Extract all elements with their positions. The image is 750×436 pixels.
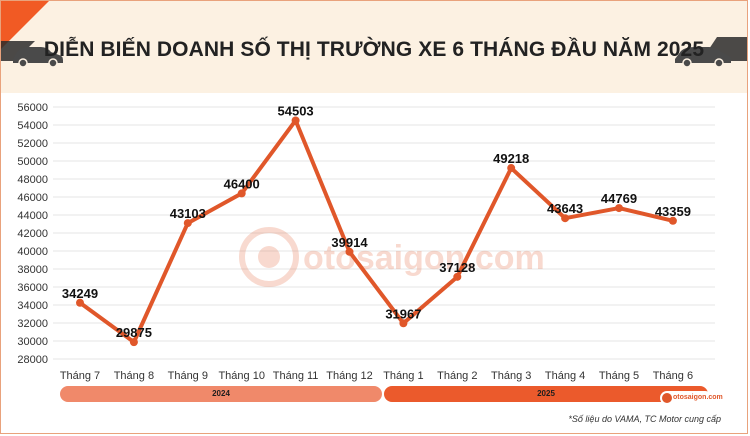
x-tick-label: Tháng 9	[168, 370, 208, 382]
y-tick-label: 50000	[17, 156, 48, 168]
x-tick-label: Tháng 3	[491, 370, 531, 382]
y-tick-label: 46000	[17, 192, 48, 204]
data-point	[183, 219, 192, 228]
data-label: 39914	[331, 235, 368, 250]
data-point	[615, 204, 623, 213]
data-point	[507, 164, 516, 173]
y-tick-label: 54000	[17, 120, 48, 132]
y-tick-label: 42000	[17, 228, 48, 240]
logo-text: otosaigon.com	[673, 394, 723, 401]
data-label: 44769	[601, 191, 637, 206]
data-point	[345, 247, 354, 256]
y-tick-label: 44000	[17, 210, 48, 222]
y-tick-label: 34000	[17, 300, 48, 312]
data-point	[561, 214, 570, 223]
data-point	[76, 298, 84, 307]
otosaigon-logo-icon: otosaigon.com	[660, 391, 723, 405]
y-tick-label: 38000	[17, 264, 48, 276]
x-tick-label: Tháng 12	[326, 370, 372, 382]
data-point	[129, 338, 138, 347]
grid-layer	[53, 106, 715, 360]
x-tick-label: Tháng 10	[218, 370, 264, 382]
corner-triangle	[1, 1, 49, 49]
y-tick-label: 30000	[17, 336, 48, 348]
data-points	[76, 116, 677, 347]
data-label: 46400	[224, 176, 260, 191]
y-tick-label: 28000	[17, 354, 48, 366]
data-point	[668, 216, 677, 225]
footnote: *Số liệu do VAMA, TC Motor cung cấp	[568, 414, 721, 424]
logo-mark	[662, 393, 672, 403]
x-tick-label: Tháng 8	[114, 370, 154, 382]
car-icon-right	[675, 47, 731, 68]
chart-title: DIỄN BIẾN DOANH SỐ THỊ TRƯỜNG XE 6 THÁNG…	[43, 38, 705, 61]
series-line	[78, 118, 675, 345]
x-tick-label: Tháng 5	[599, 370, 639, 382]
watermark-text: otosaigon.com	[303, 239, 545, 277]
x-tick-label: Tháng 6	[653, 370, 693, 382]
year-band-2025: 2025	[384, 386, 708, 402]
x-tick-label: Tháng 11	[273, 370, 319, 382]
data-label: 43643	[547, 201, 583, 216]
y-tick-label: 36000	[17, 282, 48, 294]
data-label: 54503	[278, 103, 314, 118]
data-label: 43103	[170, 206, 206, 221]
x-axis: Tháng 7 Tháng 8 Tháng 9 Tháng 10 Tháng 11 Thá…	[60, 370, 693, 382]
y-tick-label: 56000	[17, 102, 48, 114]
x-tick-label: Tháng 4	[545, 370, 585, 382]
y-tick-label: 52000	[17, 138, 48, 150]
data-point	[291, 116, 300, 125]
y-tick-label: 32000	[17, 318, 48, 330]
data-label: 43359	[655, 204, 691, 219]
x-tick-label: Tháng 2	[437, 370, 477, 382]
watermark: otosaigon.com	[239, 227, 545, 287]
data-label: 34249	[62, 286, 98, 301]
data-point	[237, 189, 246, 198]
data-label: 31967	[385, 306, 421, 321]
data-labels: 34249 29875 43103 46400 54503 39914 31967 37128…	[62, 103, 691, 340]
data-point	[399, 319, 408, 328]
x-tick-label: Tháng 1	[383, 370, 423, 382]
y-tick-label: 40000	[17, 246, 48, 258]
car-icon-left	[13, 47, 63, 68]
y-axis: 28000 30000 32000 34000 36000 38000 40000 42000…	[17, 102, 48, 366]
data-label: 29875	[116, 325, 152, 340]
year-band-2024: 2024	[60, 386, 382, 402]
data-label: 49218	[493, 151, 529, 166]
title-band	[1, 1, 747, 93]
data-point	[453, 272, 462, 281]
x-tick-label: Tháng 7	[60, 370, 100, 382]
y-tick-label: 48000	[17, 174, 48, 186]
data-label: 37128	[439, 260, 475, 275]
